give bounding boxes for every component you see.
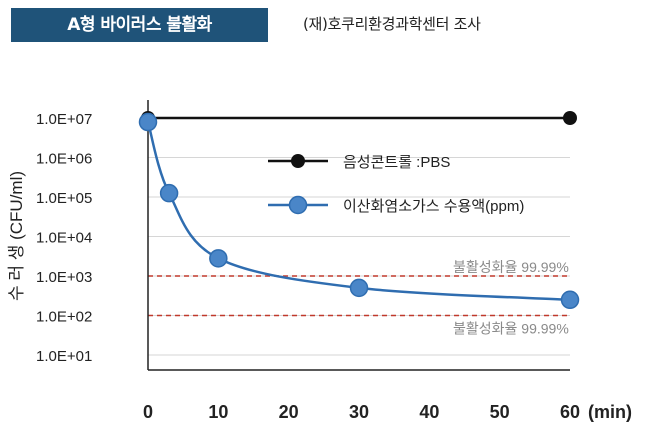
x-tick-label: 40	[419, 402, 439, 422]
x-tick-label: 60	[560, 402, 580, 422]
reference-line-label: 불활성화율 99.99%	[453, 259, 569, 275]
y-tick-label: 1.0E+05	[36, 190, 92, 207]
y-tick-label: 1.0E+01	[36, 348, 92, 365]
data-point-clo2	[560, 290, 580, 310]
x-tick-label: 30	[349, 402, 369, 422]
x-tick-label: 50	[490, 402, 510, 422]
x-axis-unit: (min)	[588, 402, 632, 422]
y-tick-label: 1.0E+06	[36, 151, 92, 168]
legend-marker-control	[291, 154, 305, 168]
data-point-control	[563, 111, 577, 125]
data-point-clo2	[209, 249, 228, 268]
data-point-clo2	[349, 278, 369, 298]
x-tick-label: 10	[208, 402, 228, 422]
legend-label-control: 음성콘트롤 :PBS	[343, 154, 450, 171]
legend-label-clo2: 이산화염소가스 수용액(ppm)	[343, 198, 524, 215]
data-point-clo2	[138, 112, 158, 132]
y-tick-label: 1.0E+02	[36, 309, 92, 326]
data-point-clo2	[159, 183, 179, 203]
chart-title: A형 바이러스 불활화	[11, 8, 268, 42]
x-tick-label: 20	[279, 402, 299, 422]
y-tick-label: 1.0E+07	[36, 111, 92, 128]
source-note: (재)호쿠리환경과학센터 조사	[303, 15, 481, 33]
legend-marker-clo2	[288, 195, 308, 215]
y-axis-label: 수 러 생 (CFU/ml)	[7, 171, 26, 301]
y-tick-label: 1.0E+04	[36, 230, 92, 247]
reference-line-label: 불활성화율 99.99%	[453, 321, 569, 337]
y-tick-label: 1.0E+03	[36, 269, 92, 286]
x-tick-label: 0	[143, 402, 153, 422]
